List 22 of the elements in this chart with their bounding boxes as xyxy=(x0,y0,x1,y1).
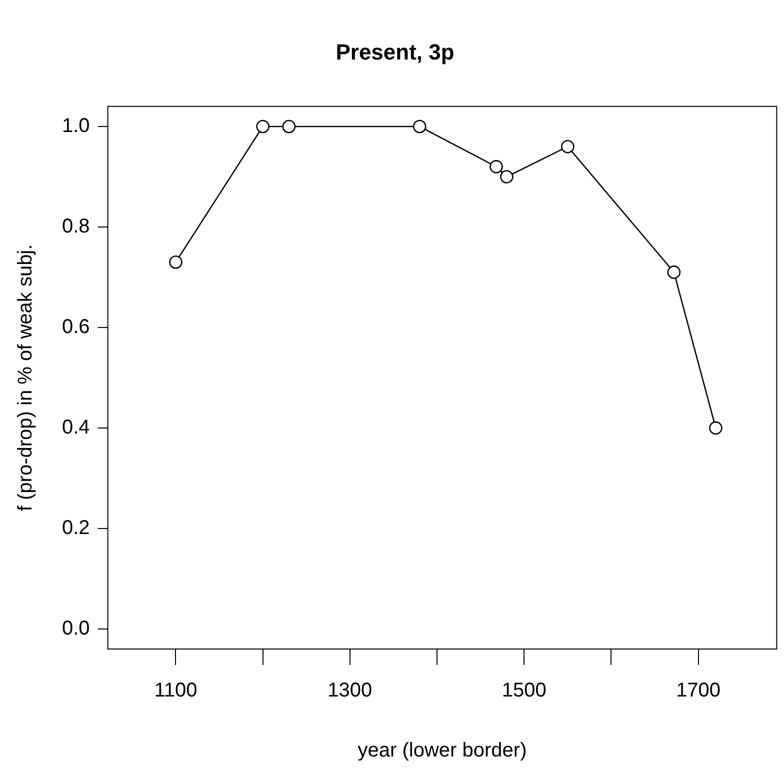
x-tick-label: 1100 xyxy=(154,680,198,702)
point xyxy=(667,266,681,279)
x-tick-label: 1300 xyxy=(328,680,372,702)
x-axis-title: year (lower border) xyxy=(358,740,527,762)
point xyxy=(282,120,296,134)
y-tick-label: 0.2 xyxy=(62,516,90,539)
y-axis-title: f (pro-drop) in % of weak subj. xyxy=(14,244,37,512)
point xyxy=(490,160,503,174)
point xyxy=(561,140,574,154)
point xyxy=(412,120,426,134)
y-tick-label: 0.4 xyxy=(62,416,90,438)
y-tick-label: 0.0 xyxy=(62,617,90,640)
y-tick-label: 0.6 xyxy=(62,316,90,338)
y-tick-label: 1.0 xyxy=(62,115,90,138)
point xyxy=(500,170,514,184)
x-tick-label: 1700 xyxy=(676,680,721,702)
point xyxy=(709,421,722,435)
point xyxy=(169,255,182,269)
chart-title: Present, 3p xyxy=(336,39,454,64)
y-tick-label: 0.8 xyxy=(62,215,90,238)
point xyxy=(256,120,270,134)
x-tick-label: 1500 xyxy=(502,680,546,702)
